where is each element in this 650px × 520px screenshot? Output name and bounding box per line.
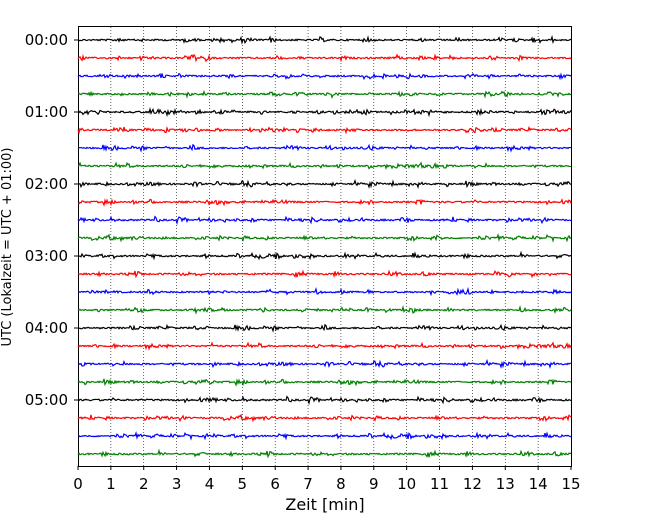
x-axis: 0 1 2 3 4 5 6 7 8 9 10 11 12 13 14 15 — [73, 466, 581, 493]
y-tick-label: 01:00 — [25, 103, 68, 121]
plot-frame — [78, 26, 572, 467]
traces — [77, 34, 572, 459]
x-tick-label: 4 — [205, 475, 215, 493]
x-tick-label: 11 — [430, 475, 449, 493]
trace-line — [77, 269, 572, 279]
trace-line — [77, 413, 572, 423]
x-tick-label: 0 — [73, 475, 83, 493]
trace-line — [77, 448, 572, 459]
trace-line — [77, 53, 572, 63]
x-tick-label: 12 — [463, 475, 482, 493]
y-axis: 00:00 01:00 02:00 03:00 04:00 05:00 — [25, 31, 78, 409]
trace-line — [77, 323, 572, 333]
x-axis-label: Zeit [min] — [285, 495, 364, 514]
x-tick-label: 7 — [303, 475, 313, 493]
trace-line — [77, 161, 572, 171]
y-axis-label: UTC (Lokalzeit = UTC + 01:00) — [0, 148, 15, 347]
x-tick-label: 5 — [238, 475, 248, 493]
x-tick-label: 6 — [270, 475, 280, 493]
x-tick-label: 10 — [397, 475, 416, 493]
trace-line — [77, 215, 572, 226]
trace-line — [77, 125, 572, 135]
trace-line — [77, 178, 572, 189]
x-tick-label: 9 — [369, 475, 379, 493]
x-tick-label: 14 — [529, 475, 548, 493]
trace-line — [77, 341, 572, 351]
x-tick-label: 15 — [561, 475, 580, 493]
trace-line — [77, 305, 572, 315]
trace-line — [77, 143, 572, 153]
y-tick-label: 00:00 — [25, 31, 68, 49]
y-tick-label: 02:00 — [25, 175, 68, 193]
trace-line — [77, 395, 572, 406]
x-tick-label: 1 — [106, 475, 116, 493]
grid-lines — [110, 27, 539, 466]
x-tick-label: 13 — [496, 475, 515, 493]
y-tick-label: 03:00 — [25, 247, 68, 265]
trace-line — [77, 286, 572, 297]
trace-line — [77, 250, 572, 261]
trace-line — [77, 233, 572, 243]
trace-line — [77, 72, 572, 81]
y-tick-label: 04:00 — [25, 319, 68, 337]
x-tick-label: 3 — [172, 475, 182, 493]
trace-line — [77, 358, 572, 369]
trace-line — [77, 34, 572, 45]
y-tick-label: 05:00 — [25, 391, 68, 409]
x-tick-label: 8 — [336, 475, 346, 493]
x-tick-label: 2 — [139, 475, 149, 493]
trace-line — [77, 89, 572, 99]
trace-line — [77, 431, 572, 441]
trace-line — [77, 378, 572, 387]
trace-line — [77, 198, 572, 207]
trace-line — [77, 106, 572, 118]
